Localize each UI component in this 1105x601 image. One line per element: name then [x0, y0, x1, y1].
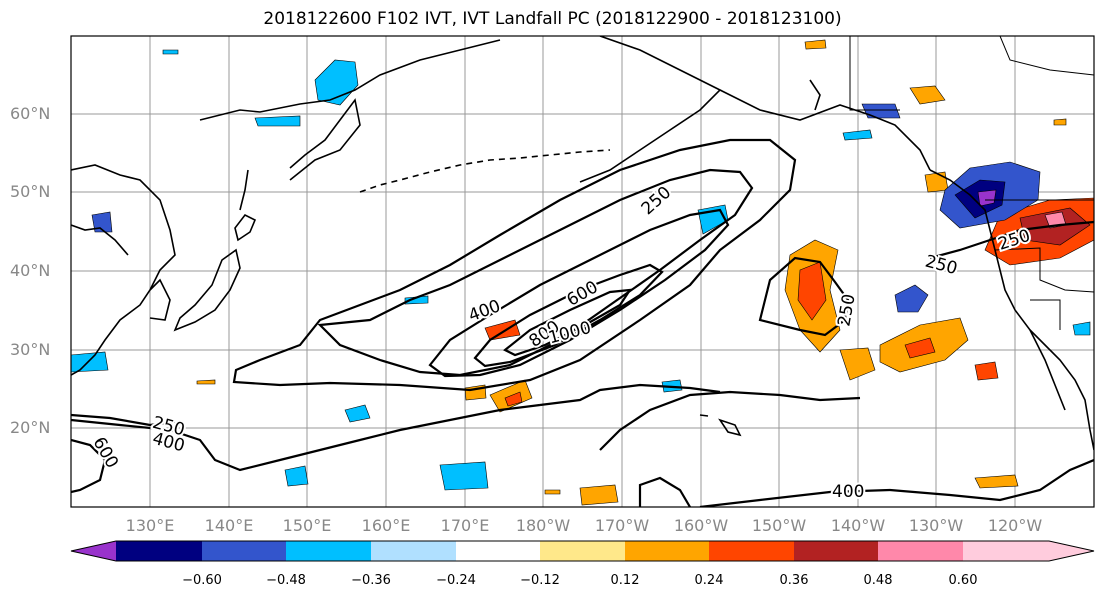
lat-label: 40°N [10, 261, 50, 280]
lon-label: 180°W [516, 516, 570, 535]
colorbar-seg [625, 541, 709, 561]
colorbar-tick: −0.48 [266, 573, 306, 588]
colorbar-tick: 0.12 [611, 573, 640, 588]
lon-label: 130°W [909, 516, 963, 535]
contour-label: 250 [638, 183, 675, 220]
colorbar-min-extend [71, 541, 116, 561]
lon-label: 120°W [988, 516, 1042, 535]
colorbar [71, 541, 1094, 561]
colorbar-seg [963, 541, 1049, 561]
contour-label: 600 [89, 434, 123, 472]
contour-label: 250 [834, 293, 859, 328]
pc-positive-fills [197, 40, 1094, 505]
lon-label: 160°W [674, 516, 728, 535]
colorbar-seg [794, 541, 878, 561]
colorbar-seg [878, 541, 963, 561]
contour-label: 400 [466, 296, 503, 326]
colorbar-tick: −0.36 [351, 573, 391, 588]
colorbar-seg [540, 541, 625, 561]
lat-label: 20°N [10, 418, 50, 437]
colorbar-seg [202, 541, 286, 561]
colorbar-tick: 0.60 [949, 573, 978, 588]
lon-label: 170°W [595, 516, 649, 535]
colorbar-seg [709, 541, 794, 561]
colorbar-tick: −0.24 [436, 573, 476, 588]
contour-label: 400 [832, 482, 864, 502]
colorbar-tick: 0.36 [780, 573, 809, 588]
lat-label: 50°N [10, 182, 50, 201]
colorbar-seg [116, 541, 202, 561]
lon-label: 130°E [126, 516, 175, 535]
colorbar-seg [286, 541, 371, 561]
lon-label: 150°E [283, 516, 332, 535]
colorbar-tick: −0.60 [182, 573, 222, 588]
lon-label: 170°E [441, 516, 490, 535]
colorbar-tick: −0.12 [520, 573, 560, 588]
colorbar-tick: 0.48 [864, 573, 893, 588]
lat-label: 60°N [10, 104, 50, 123]
lon-label: 150°W [752, 516, 806, 535]
colorbar-seg [371, 541, 456, 561]
lat-label: 30°N [10, 340, 50, 359]
lon-label: 140°W [831, 516, 885, 535]
contour-label: 600 [564, 277, 602, 311]
lon-label: 160°E [362, 516, 411, 535]
colorbar-seg [456, 541, 540, 561]
colorbar-tick: 0.24 [695, 573, 724, 588]
lon-label: 140°E [205, 516, 254, 535]
contour-label: 250 [923, 251, 960, 279]
colorbar-max-extend [1049, 541, 1094, 561]
